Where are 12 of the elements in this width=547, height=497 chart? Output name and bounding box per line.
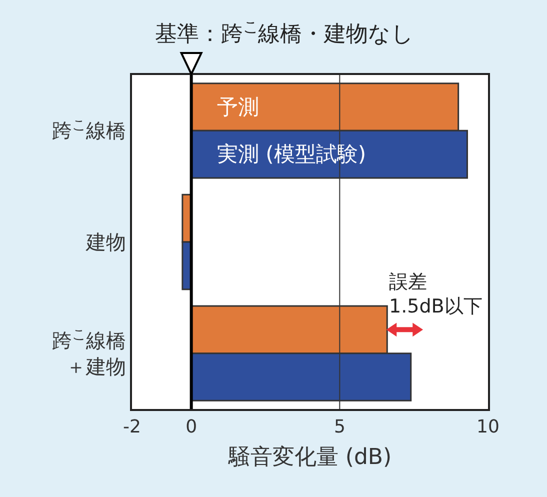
- ref-line-label: 基準：跨$^{こ}$線橋・建物なし: [155, 18, 414, 48]
- x-tick-label: 5: [334, 416, 346, 438]
- series-label: 予測: [217, 95, 259, 119]
- series-label: 実測 (模型試験): [217, 142, 366, 166]
- x-axis-title: 騒音変化量 (dB): [227, 445, 392, 470]
- y-tick-label: 建物: [85, 230, 126, 254]
- y-tick-label: 跨$^{こ}$線橋＋建物: [52, 326, 126, 378]
- x-tick-label: -2: [123, 416, 141, 438]
- x-tick-label: 10: [476, 416, 500, 438]
- y-tick-label: 跨$^{こ}$線橋: [52, 117, 126, 143]
- x-tick-label: 0: [186, 416, 198, 438]
- annotation: 誤差 1.5dB以下: [389, 271, 482, 318]
